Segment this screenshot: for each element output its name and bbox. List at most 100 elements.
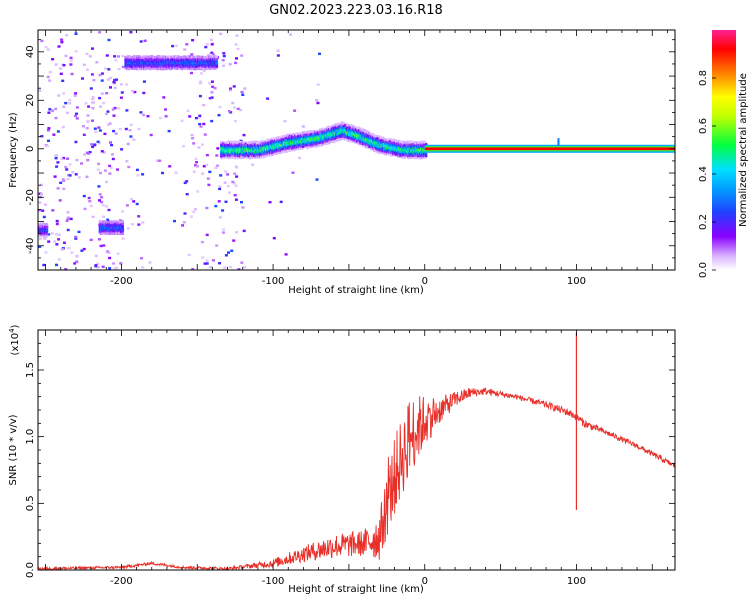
spectrogram-cell (231, 140, 235, 144)
spectrogram-cell (111, 108, 115, 111)
spectrogram-cell (232, 239, 236, 242)
spectrogram-cell (210, 80, 214, 83)
spectrogram-cell (237, 268, 241, 270)
spectrogram-cell (198, 116, 201, 119)
spectrogram-cell (208, 170, 212, 174)
spectrogram-cell (234, 61, 238, 65)
spectrogram-cell (62, 179, 66, 182)
figure-title: GN02.2023.223.03.16.R18 (269, 3, 443, 18)
spectrogram-cell (224, 254, 228, 257)
spectrogram-cell (66, 211, 70, 214)
spectrogram-cell (234, 198, 238, 201)
spectrogram-cell (215, 154, 219, 157)
spectrogram-cell (211, 85, 215, 88)
spectrogram-cell (120, 148, 124, 151)
spectrogram-cell (222, 231, 225, 234)
spectrogram-cell (77, 176, 81, 179)
spectrogram-cell (51, 209, 55, 212)
spectrogram-cell (47, 233, 51, 236)
spectrogram-cell (236, 47, 240, 51)
spectrogram-cell (201, 143, 204, 146)
spectrogram-cell (137, 127, 141, 131)
spectrogram-cell (62, 241, 66, 244)
spectrogram-cell (190, 71, 193, 75)
spectrogram-cell (217, 114, 221, 117)
spectrogram-cell (160, 67, 163, 71)
spectrogram-cell (214, 204, 218, 208)
spectrogram-cell (272, 237, 276, 240)
spectrogram-cell (110, 143, 114, 147)
spectrogram-cell (318, 52, 321, 55)
spectrogram-cell (75, 106, 79, 109)
spectrogram-cell (74, 92, 78, 95)
spectrogram-cell (121, 65, 125, 69)
spectrogram-cell (183, 48, 187, 51)
spectrogram-cell (73, 114, 77, 118)
spectrogram-cell (101, 265, 105, 268)
spectrogram-cell (235, 57, 238, 60)
spectrogram-track (220, 121, 428, 160)
spectrogram-cell (130, 223, 134, 226)
spectrogram-cell (193, 208, 197, 211)
spectrogram-cell (106, 250, 110, 253)
spectrogram-cell (86, 158, 90, 162)
spectrogram-cell (111, 220, 115, 223)
spectrogram-cell (65, 219, 69, 222)
spectrogram-cell (53, 240, 57, 243)
spectrogram-cell (91, 47, 94, 50)
spectrogram-cell (284, 253, 288, 256)
spectrogram-cell (67, 173, 70, 177)
spectrogram-cell (226, 184, 230, 188)
spectrogram-cell (347, 128, 350, 131)
spectrogram-cell (54, 157, 58, 160)
spectrogram-cell (83, 207, 87, 211)
spectrogram-cell (235, 231, 239, 234)
spectrogram-cell (271, 153, 274, 157)
spectrogram-cell (92, 79, 96, 82)
spectrogram-cell (121, 222, 124, 225)
spectrogram-cell (196, 190, 200, 193)
spectrogram-cell (111, 157, 115, 161)
spectrogram-cell (114, 132, 118, 135)
spectrogram-cell (240, 201, 243, 204)
spectrogram-cell (100, 150, 104, 153)
spectrogram-cell (74, 140, 78, 144)
spectrogram-cell (216, 164, 219, 167)
spectrogram-cell (108, 122, 112, 125)
spectrogram-cell (85, 151, 89, 154)
spectrogram-cell (222, 228, 226, 231)
spectrogram-cell (97, 141, 101, 145)
spectrogram-cell (75, 158, 79, 162)
spectrogram-cell (46, 75, 50, 79)
spectrogram-cell (198, 123, 202, 126)
spectrogram-cell (226, 173, 230, 176)
spectrogram-track (124, 55, 219, 71)
spectrogram-cell (107, 68, 111, 71)
spectrogram-cell (55, 222, 59, 226)
spectrogram-cell (343, 122, 346, 126)
spectrogram-cell (70, 251, 74, 254)
spectrogram-cell (71, 171, 75, 174)
spectrogram-cell (242, 229, 246, 233)
spectrogram-cell (240, 147, 244, 151)
spectrogram-cell (109, 86, 112, 89)
spectrogram-cell (52, 133, 56, 136)
spectrogram-cell (59, 72, 63, 75)
spectrogram-cell (194, 157, 198, 160)
spectrogram-cell (227, 251, 230, 254)
spectrogram-cell (315, 178, 319, 181)
spectrogram-cell (48, 108, 52, 111)
spectrogram-cell (91, 145, 95, 149)
spectrogram-cell (120, 83, 123, 86)
spectrogram-cell (98, 193, 102, 196)
spectrogram-cell (40, 39, 44, 43)
spectrogram-cell (62, 64, 66, 67)
spectrogram-cell (188, 115, 192, 118)
spectrogram-cell (45, 234, 49, 237)
spectrogram-cell (208, 82, 212, 85)
spectrogram-cell (62, 105, 66, 108)
spectrogram-cell (69, 59, 73, 62)
spectrogram-cell (65, 168, 69, 171)
spectrogram-cell (74, 50, 78, 53)
spectrogram-cell (315, 99, 319, 102)
